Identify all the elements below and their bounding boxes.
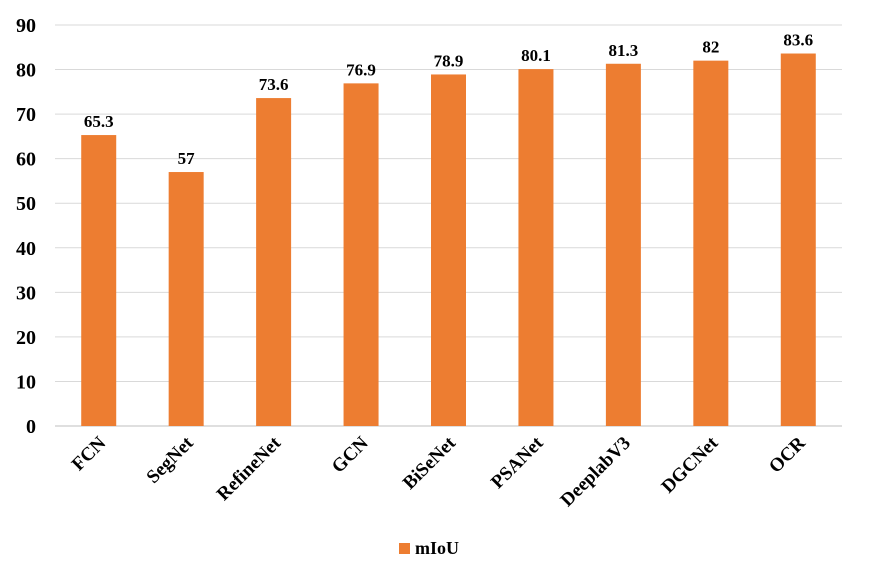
x-tick-label-refinenet: RefineNet — [213, 432, 286, 505]
bar-psanet — [518, 69, 554, 427]
y-tick-label-70: 70 — [16, 104, 36, 126]
bars — [81, 53, 816, 427]
data-label-dgcnet: 82 — [702, 38, 719, 57]
y-tick-label-30: 30 — [16, 282, 36, 304]
data-label-psanet: 80.1 — [521, 46, 551, 65]
bar-refinenet — [256, 98, 292, 427]
legend: mIoU — [399, 538, 459, 558]
data-label-ocr: 83.6 — [783, 31, 813, 50]
data-label-segnet: 57 — [178, 149, 196, 168]
x-tick-label-fcn: FCN — [68, 432, 111, 475]
bar-segnet — [168, 172, 204, 426]
y-tick-label-20: 20 — [16, 327, 36, 349]
data-label-deeplabv3: 81.3 — [609, 41, 639, 60]
data-label-bisenet: 78.9 — [434, 51, 464, 70]
x-tick-label-bisenet: BiSeNet — [399, 432, 461, 494]
data-label-refinenet: 73.6 — [259, 75, 289, 94]
y-tick-label-0: 0 — [26, 416, 36, 438]
y-tick-label-60: 60 — [16, 149, 36, 171]
bar-fcn — [81, 135, 117, 426]
x-tick-label-deeplabv3: DeeplabV3 — [557, 433, 635, 511]
bar-gcn — [343, 83, 379, 427]
legend-label: mIoU — [415, 538, 459, 558]
y-tick-label-90: 90 — [16, 15, 36, 37]
x-tick-label-psanet: PSANet — [487, 432, 548, 493]
x-tick-label-gcn: GCN — [328, 432, 373, 477]
x-tick-label-ocr: OCR — [765, 432, 810, 477]
y-axis-ticks: 0 10 20 30 40 50 60 70 80 90 — [16, 15, 36, 438]
y-tick-label-80: 80 — [16, 60, 36, 82]
y-tick-label-50: 50 — [16, 193, 36, 215]
data-labels: 65.3 57 73.6 76.9 78.9 80.1 81.3 82 83.6 — [84, 31, 813, 169]
data-label-gcn: 76.9 — [346, 60, 376, 79]
x-axis-ticks: FCN SegNet RefineNet GCN BiSeNet PSANet Deepla… — [68, 432, 810, 511]
y-tick-label-40: 40 — [16, 238, 36, 260]
bar-deeplabv3 — [605, 63, 641, 426]
x-tick-label-dgcnet: DGCNet — [658, 432, 723, 497]
legend-swatch — [399, 543, 410, 554]
bar-dgcnet — [693, 60, 729, 427]
data-label-fcn: 65.3 — [84, 112, 114, 131]
bar-ocr — [780, 53, 816, 426]
y-tick-label-10: 10 — [16, 371, 36, 393]
bar-bisenet — [431, 74, 466, 426]
x-tick-label-segnet: SegNet — [143, 432, 199, 488]
